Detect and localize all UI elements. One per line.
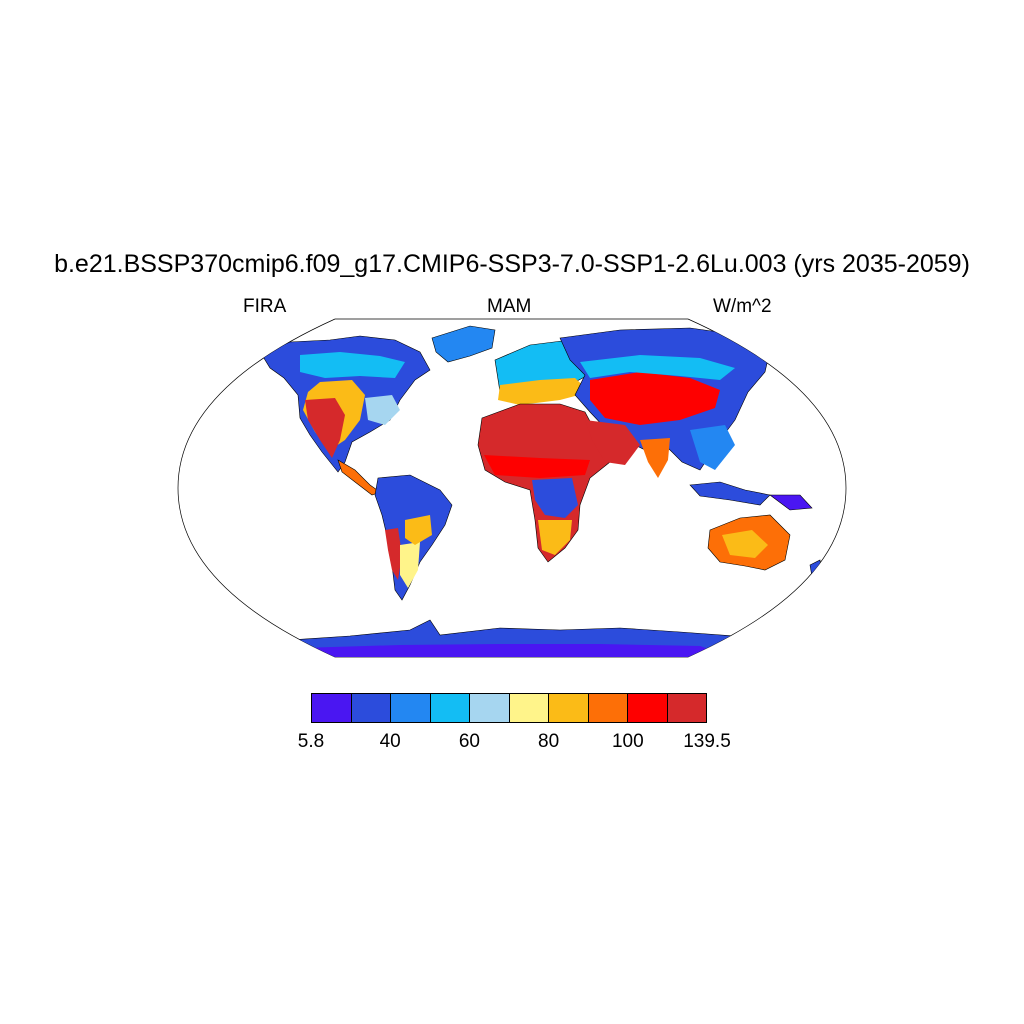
season-label: MAM	[487, 296, 532, 317]
colorbar-tick-label: 40	[379, 731, 401, 752]
north-america-north-cool	[300, 352, 405, 378]
asia-north-cool	[580, 355, 735, 380]
colorbar-swatch	[667, 694, 706, 722]
southeast-asia-land	[690, 425, 735, 470]
colorbar-swatch	[509, 694, 549, 722]
colorbar-tick-label: 139.5	[683, 731, 731, 752]
africa-south-warm	[538, 520, 572, 555]
australia-interior	[722, 530, 768, 558]
north-america-southwest-hot	[305, 398, 345, 458]
north-america-east-mild	[365, 395, 400, 425]
colorbar-swatch	[351, 694, 391, 722]
colorbar-swatch	[470, 694, 510, 722]
colorbar-tick-label: 80	[538, 731, 560, 752]
africa-central-cool	[532, 478, 578, 518]
new-guinea-land	[769, 494, 813, 511]
units-label: W/m^2	[713, 296, 772, 317]
colorbar-swatch	[628, 694, 668, 722]
south-america-south-warm	[400, 542, 420, 588]
variable-label: FIRA	[243, 296, 287, 317]
south-america-west-hot	[385, 528, 402, 580]
greenland-land	[431, 325, 496, 363]
africa-sahel	[484, 455, 590, 478]
colorbar	[311, 693, 707, 723]
indonesia-land	[689, 481, 771, 506]
antarctica-inner	[300, 644, 740, 657]
south-america-mid-warm	[405, 515, 432, 545]
arabia-land	[585, 420, 640, 465]
colorbar-tick-label: 5.8	[297, 731, 325, 752]
india-land	[640, 438, 670, 478]
colorbar-swatch	[391, 694, 431, 722]
europe-south-warm	[498, 378, 590, 405]
colorbar-swatch	[549, 694, 589, 722]
asia-central-hot	[590, 372, 720, 425]
colorbar-tick-label: 100	[611, 731, 644, 752]
colorbar-tick-label: 60	[458, 731, 480, 752]
colorbar-swatch	[588, 694, 628, 722]
colorbar-swatch	[430, 694, 470, 722]
colorbar-swatch	[312, 694, 352, 722]
new-zealand-land	[809, 559, 823, 589]
map-title: b.e21.BSSP370cmip6.f09_g17.CMIP6-SSP3-7.…	[54, 250, 970, 278]
